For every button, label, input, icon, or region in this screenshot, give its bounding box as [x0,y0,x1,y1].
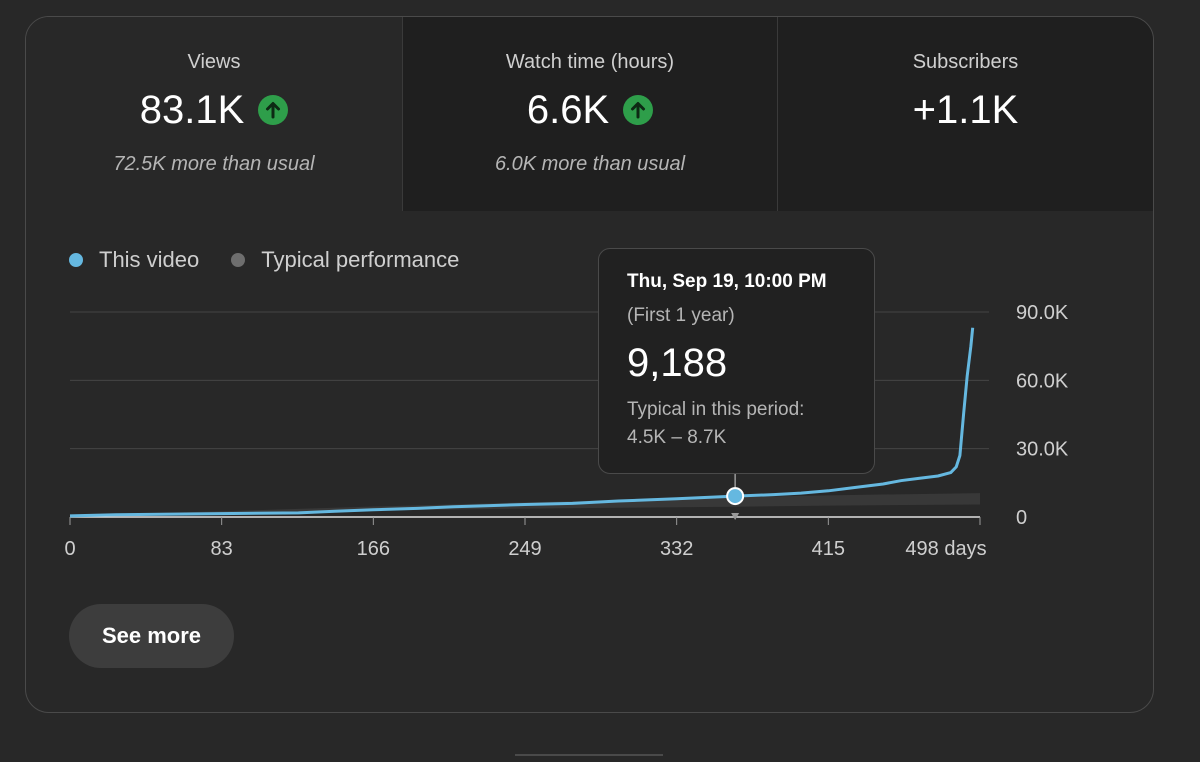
metrics-row: Views 83.1K 72.5K more than usual Watch … [26,17,1153,211]
video-performance-card: Views 83.1K 72.5K more than usual Watch … [25,16,1154,713]
tooltip-date: Thu, Sep 19, 10:00 PM [627,271,827,292]
y-tick-label: 60.0K [1016,370,1069,392]
tooltip-value: 9,188 [627,341,728,385]
legend-label: This video [99,247,200,272]
chart-tooltip: Thu, Sep 19, 10:00 PM (First 1 year) 9,1… [598,248,875,474]
metric-views-tab[interactable]: Views 83.1K 72.5K more than usual [26,17,402,211]
metric-label: Subscribers [912,51,1019,73]
y-tick-label: 0 [1016,507,1027,529]
legend-item-this-video: This video [69,247,199,273]
metric-value: 6.6K [526,87,610,132]
legend-item-typical: Typical performance [231,247,459,273]
x-tick-label: 0 [64,538,75,560]
trend-up-icon [623,95,654,125]
highlight-point [726,487,745,506]
metric-subscribers-tab[interactable]: Subscribers +1.1K [777,17,1153,211]
this-video-line [69,327,975,518]
x-tick-label: 166 [357,538,390,560]
metric-note: 72.5K more than usual [113,153,315,175]
x-tick-label: 498 days [905,538,986,560]
y-tick-label: 90.0K [1016,302,1069,324]
metric-label: Views [187,51,241,73]
metric-watch-time-tab[interactable]: Watch time (hours) 6.6K 6.0K more than u… [402,17,777,211]
tooltip-typical-label: Typical in this period: [627,399,805,420]
x-tick-label: 332 [660,538,693,560]
metric-note: 6.0K more than usual [494,153,686,175]
metric-value: 83.1K [139,87,245,132]
legend-dot-icon [69,253,83,267]
legend-label: Typical performance [261,247,460,272]
chart-legend: This video Typical performance [69,245,491,275]
x-tick-label: 83 [211,538,233,560]
metric-value: +1.1K [912,87,1019,132]
metric-label: Watch time (hours) [505,51,675,73]
x-tick-label: 249 [508,538,541,560]
x-marker-icon [731,513,740,520]
views-chart[interactable]: 0 83 166 249 332 415 498 days 0 30.0K 60.0K 90.0K [26,17,1153,597]
bottom-divider [515,754,663,756]
legend-dot-icon [231,253,246,267]
tooltip-typical: Typical in this period: 4.5K – 8.7K [627,396,846,452]
tooltip-typical-range: 4.5K – 8.7K [627,427,727,448]
y-tick-label: 30.0K [1016,439,1069,461]
tooltip-period: (First 1 year) [627,305,735,326]
trend-up-icon [258,95,289,125]
see-more-button[interactable]: See more [69,604,234,668]
x-tick-label: 415 [812,538,845,560]
